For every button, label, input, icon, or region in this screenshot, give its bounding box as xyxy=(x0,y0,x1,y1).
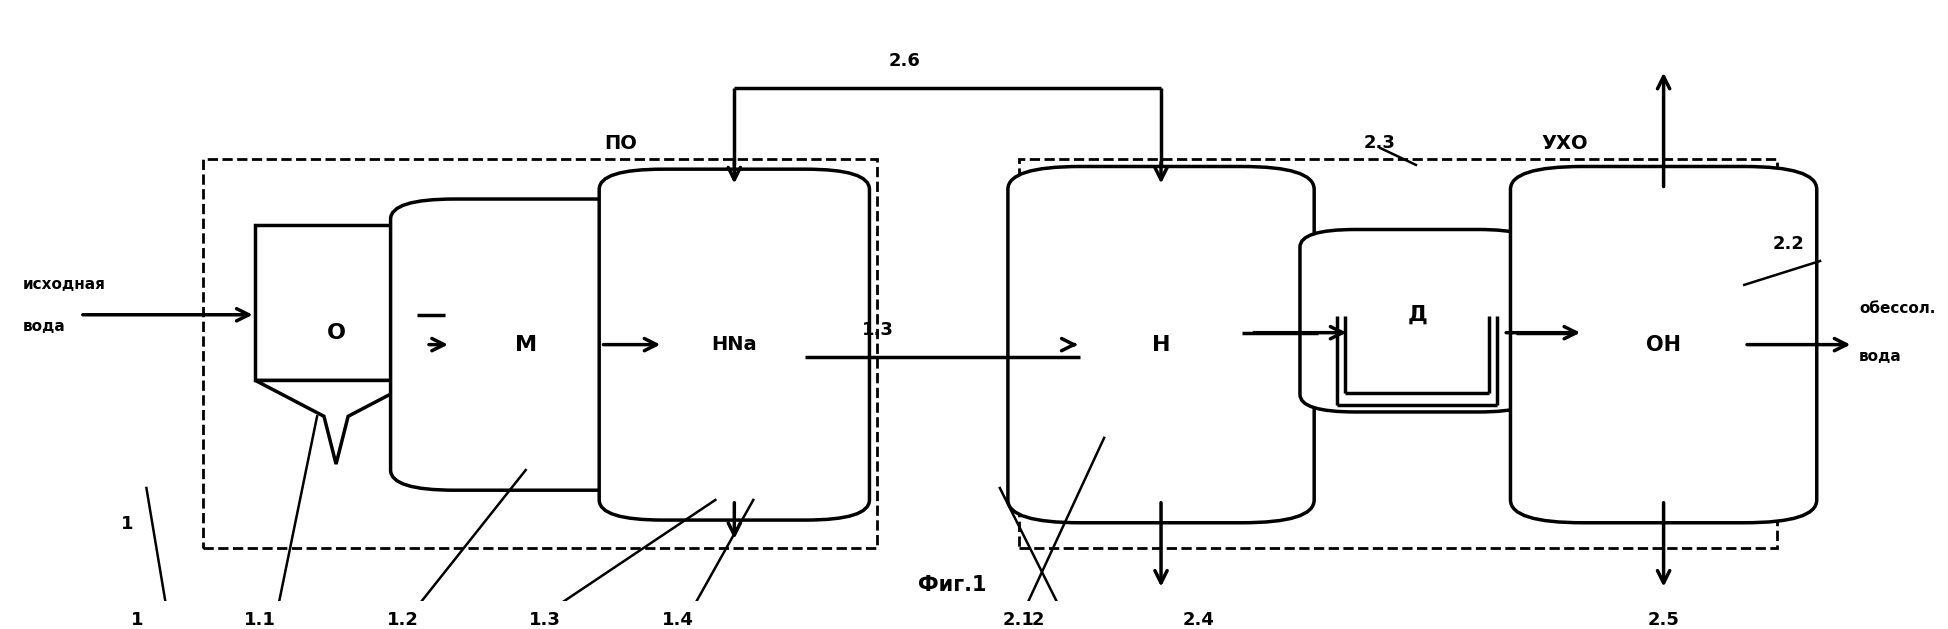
FancyBboxPatch shape xyxy=(1007,167,1315,523)
Bar xyxy=(1019,160,1777,548)
Text: вода: вода xyxy=(1858,349,1901,364)
Text: 2.3: 2.3 xyxy=(1364,133,1395,152)
Text: О: О xyxy=(327,323,345,343)
Text: 1.1: 1.1 xyxy=(244,611,277,629)
Text: вода: вода xyxy=(23,319,66,334)
Text: 1.2: 1.2 xyxy=(386,611,419,629)
Bar xyxy=(203,160,877,548)
Text: 1: 1 xyxy=(131,611,142,629)
Polygon shape xyxy=(255,225,417,381)
Text: 1: 1 xyxy=(121,515,134,533)
Text: ОН: ОН xyxy=(1646,335,1681,355)
Text: М: М xyxy=(514,335,538,355)
Text: 2: 2 xyxy=(1032,611,1044,629)
Text: 2.2: 2.2 xyxy=(1773,235,1804,253)
Text: 1.3: 1.3 xyxy=(528,611,561,629)
Text: исходная: исходная xyxy=(23,277,105,292)
Text: HNa: HNa xyxy=(711,335,758,354)
Text: 2.4: 2.4 xyxy=(1182,611,1216,629)
Text: 2.6: 2.6 xyxy=(888,52,921,70)
FancyBboxPatch shape xyxy=(1299,230,1535,412)
Polygon shape xyxy=(255,381,417,464)
Text: Фиг.1: Фиг.1 xyxy=(918,576,988,596)
FancyBboxPatch shape xyxy=(1510,167,1817,523)
Text: 2.5: 2.5 xyxy=(1648,611,1679,629)
FancyBboxPatch shape xyxy=(600,169,869,520)
Text: обессол.: обессол. xyxy=(1858,301,1934,316)
FancyBboxPatch shape xyxy=(392,199,660,490)
Text: Н: Н xyxy=(1151,335,1171,355)
Text: Д: Д xyxy=(1406,305,1428,325)
Text: 1.4: 1.4 xyxy=(662,611,693,629)
Text: 1.3: 1.3 xyxy=(863,321,894,338)
Text: 2.1: 2.1 xyxy=(1003,611,1034,629)
Text: ПО: ПО xyxy=(604,135,637,153)
Text: УХО: УХО xyxy=(1541,135,1588,153)
